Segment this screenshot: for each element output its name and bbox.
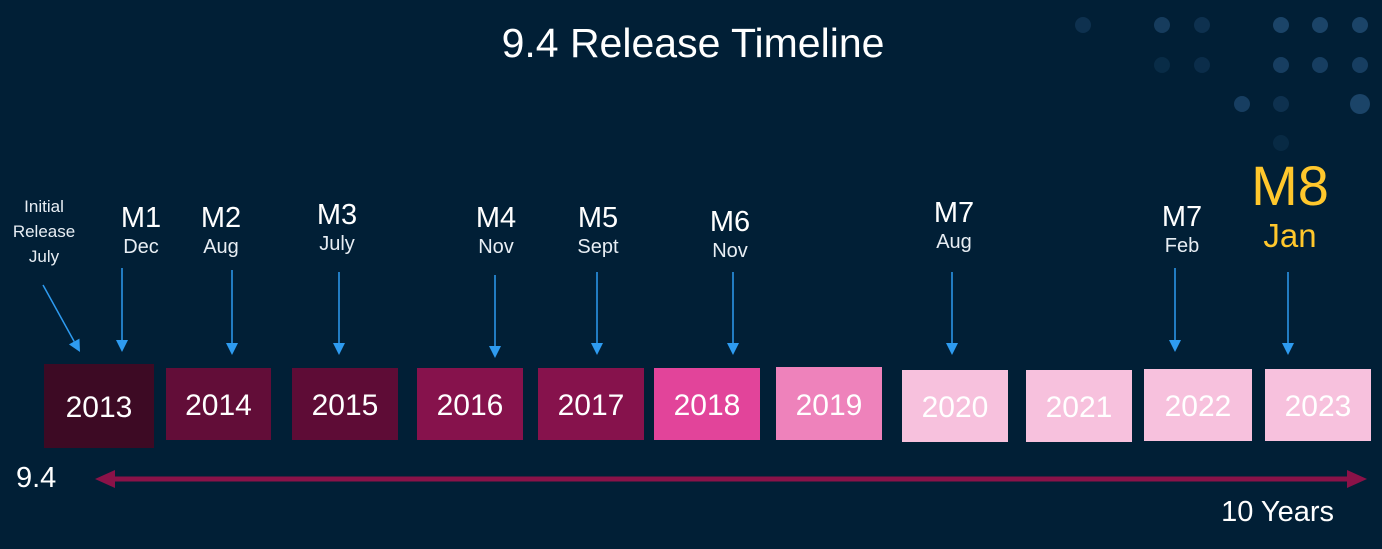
- milestone-month: Nov: [712, 240, 748, 262]
- dot: [1312, 57, 1328, 73]
- year-box-2018: 2018: [654, 368, 760, 440]
- milestone-text: July: [28, 247, 60, 266]
- milestone-month: Sept: [577, 236, 619, 258]
- year-box-2020: 2020: [902, 370, 1008, 442]
- dot: [1273, 135, 1289, 151]
- dot: [1352, 57, 1368, 73]
- dot: [1273, 17, 1289, 33]
- dot: [1350, 94, 1370, 114]
- arrow-head-icon: [68, 338, 80, 352]
- dot: [1075, 17, 1091, 33]
- year-label: 2014: [185, 389, 252, 422]
- milestone-code: M1: [120, 202, 162, 234]
- milestone-9: M8 Jan: [1251, 155, 1329, 255]
- year-label: 2017: [557, 389, 625, 422]
- year-box-2014: 2014: [166, 368, 271, 440]
- arrow-head-icon: [226, 343, 238, 355]
- milestone-text: Initial: [24, 197, 64, 216]
- milestone-code: M5: [577, 202, 619, 234]
- milestone-code: M8: [1251, 154, 1329, 217]
- year-box-2021: 2021: [1026, 370, 1132, 442]
- timeline-arrowhead-icon: [95, 470, 115, 488]
- year-box-2015: 2015: [292, 368, 398, 440]
- year-box-2013: 2013: [44, 364, 154, 448]
- milestone-month: Nov: [478, 236, 514, 258]
- year-box-2022: 2022: [1144, 369, 1252, 441]
- year-box-2016: 2016: [417, 368, 523, 440]
- dot: [1194, 17, 1210, 33]
- year-label: 2023: [1284, 390, 1352, 423]
- milestone-text: Release: [12, 222, 76, 241]
- year-label: 2015: [311, 389, 379, 422]
- milestone-7: M7 Aug: [934, 197, 974, 255]
- milestone-code: M2: [200, 202, 242, 234]
- milestone-code: M7: [933, 197, 975, 229]
- milestone-code: M4: [475, 202, 517, 234]
- arrow-head-icon: [591, 343, 603, 355]
- milestone-0: Initial Release July: [13, 194, 75, 269]
- dot: [1154, 17, 1170, 33]
- year-label: 2019: [795, 388, 863, 422]
- milestone-8: M7 Feb: [1162, 201, 1202, 259]
- dot: [1154, 57, 1170, 73]
- milestone-code: M6: [709, 206, 751, 238]
- slide-title: 9.4 Release Timeline: [501, 20, 885, 66]
- arrow-head-icon: [1282, 343, 1294, 355]
- milestone-6: M6 Nov: [710, 206, 750, 264]
- milestone-code: M3: [316, 199, 358, 231]
- milestone-3: M3 July: [317, 199, 357, 257]
- dot: [1273, 57, 1289, 73]
- arrow-head-icon: [946, 343, 958, 355]
- milestone-5: M5 Sept: [577, 202, 618, 260]
- duration-label: 10 Years: [1221, 496, 1334, 528]
- year-label: 2016: [436, 389, 504, 422]
- milestone-month: Aug: [936, 231, 972, 253]
- year-label: 2020: [921, 391, 989, 424]
- milestone-month: Feb: [1164, 235, 1200, 257]
- year-box-2017: 2017: [538, 368, 644, 440]
- milestone-arrow: [42, 284, 75, 342]
- dot: [1352, 17, 1368, 33]
- dot: [1273, 96, 1289, 112]
- milestone-month: July: [319, 233, 355, 255]
- timeline-arrowhead-icon: [1347, 470, 1367, 488]
- milestone-code: M7: [1161, 201, 1203, 233]
- arrow-head-icon: [727, 343, 739, 355]
- milestone-4: M4 Nov: [476, 202, 516, 260]
- milestone-2: M2 Aug: [201, 202, 241, 260]
- dot: [1312, 17, 1328, 33]
- milestone-month: Aug: [203, 236, 239, 258]
- arrow-head-icon: [1169, 340, 1181, 352]
- arrow-head-icon: [116, 340, 128, 352]
- year-box-2019: 2019: [776, 367, 882, 440]
- year-label: 2021: [1045, 391, 1113, 424]
- year-label: 2022: [1164, 390, 1232, 423]
- dot: [1234, 96, 1250, 112]
- arrow-head-icon: [489, 346, 501, 358]
- year-label: 2013: [65, 391, 133, 424]
- year-label: 2018: [673, 389, 741, 422]
- arrow-head-icon: [333, 343, 345, 355]
- dot: [1194, 57, 1210, 73]
- year-box-2023: 2023: [1265, 369, 1371, 441]
- milestone-month: Jan: [1263, 217, 1317, 254]
- milestone-month: Dec: [123, 236, 159, 258]
- milestone-1: M1 Dec: [121, 202, 161, 260]
- version-label: 9.4: [16, 462, 57, 494]
